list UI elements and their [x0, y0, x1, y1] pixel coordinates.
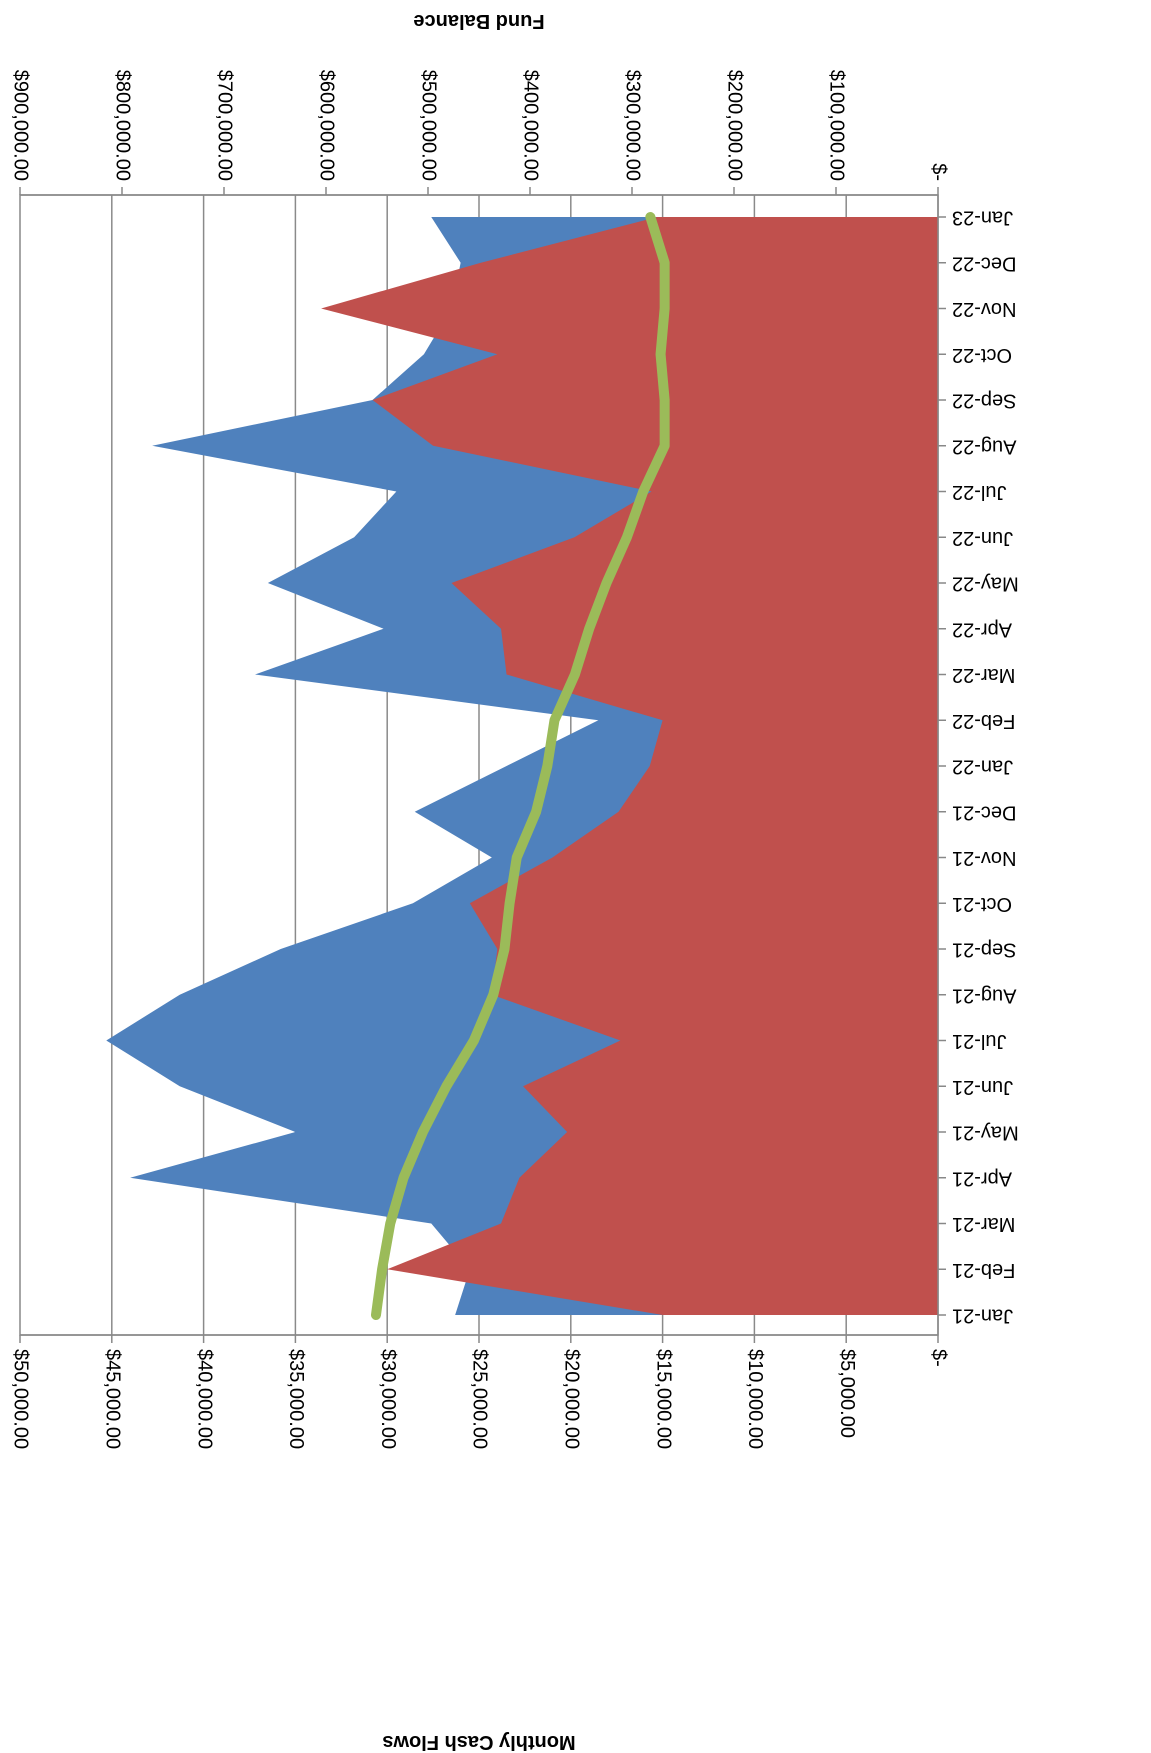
- category-label: Dec-22: [952, 252, 1016, 274]
- category-label: Sep-21: [952, 939, 1017, 961]
- primary-tick-label: $50,000.00: [10, 1349, 32, 1449]
- area-series-1: [321, 217, 938, 1315]
- secondary-tick-label: $300,000.00: [622, 70, 644, 181]
- plot-area: [19, 187, 946, 1343]
- category-label: Jan-22: [952, 756, 1013, 778]
- primary-tick-label: $20,000.00: [561, 1349, 583, 1449]
- primary-tick-label: $30,000.00: [377, 1349, 399, 1449]
- category-label: Feb-21: [952, 1259, 1015, 1281]
- category-label: May-21: [952, 1122, 1019, 1144]
- secondary-tick-label: $100,000.00: [826, 70, 848, 181]
- category-label: Aug-22: [952, 435, 1017, 457]
- primary-tick-label: $10,000.00: [744, 1349, 766, 1449]
- category-label: Sep-22: [952, 390, 1017, 412]
- primary-tick-label: $35,000.00: [285, 1349, 307, 1449]
- line-series-fund-balance: [370, 212, 670, 1320]
- category-label: Dec-21: [952, 801, 1016, 823]
- primary-tick-label: $5,000.00: [836, 1349, 858, 1438]
- category-label: Aug-21: [952, 984, 1017, 1006]
- category-label: Jun-22: [952, 527, 1013, 549]
- primary-tick-label: $15,000.00: [652, 1349, 674, 1449]
- primary-tick-label: $40,000.00: [193, 1349, 215, 1449]
- secondary-tick-label: $600,000.00: [316, 70, 338, 181]
- primary-axis-title: Monthly Cash Flows: [382, 1731, 575, 1753]
- secondary-axis-title: Fund Balance: [413, 10, 544, 32]
- secondary-tick-label: $800,000.00: [112, 70, 134, 181]
- category-label: Feb-22: [952, 710, 1015, 732]
- category-label: Oct-21: [952, 893, 1012, 915]
- secondary-tick-label: $200,000.00: [724, 70, 746, 181]
- category-label: Mar-21: [952, 1213, 1015, 1235]
- category-label: Apr-22: [952, 618, 1012, 640]
- category-label: Nov-21: [952, 847, 1016, 869]
- secondary-tick-label: $700,000.00: [214, 70, 236, 181]
- category-label: Jan-23: [952, 207, 1013, 229]
- secondary-tick-label: $-: [928, 163, 950, 181]
- category-label: Jul-22: [952, 481, 1006, 503]
- primary-tick-label: $-: [928, 1349, 950, 1367]
- category-label: Jul-21: [952, 1030, 1006, 1052]
- category-label: May-22: [952, 573, 1019, 595]
- category-label: Jan-21: [952, 1305, 1013, 1327]
- primary-tick-label: $45,000.00: [102, 1349, 124, 1449]
- category-label: Mar-22: [952, 664, 1015, 686]
- category-label: Jun-21: [952, 1076, 1013, 1098]
- category-label: Nov-22: [952, 298, 1016, 320]
- secondary-tick-label: $500,000.00: [418, 70, 440, 181]
- secondary-tick-label: $400,000.00: [520, 70, 542, 181]
- secondary-tick-label: $900,000.00: [10, 70, 32, 181]
- category-label: Apr-21: [952, 1167, 1012, 1189]
- axis-labels: $- $5,000.00 $10,000.00 $15,000.00 $20,000.0…: [10, 70, 1019, 1449]
- primary-tick-label: $25,000.00: [469, 1349, 491, 1449]
- category-label: Oct-22: [952, 344, 1012, 366]
